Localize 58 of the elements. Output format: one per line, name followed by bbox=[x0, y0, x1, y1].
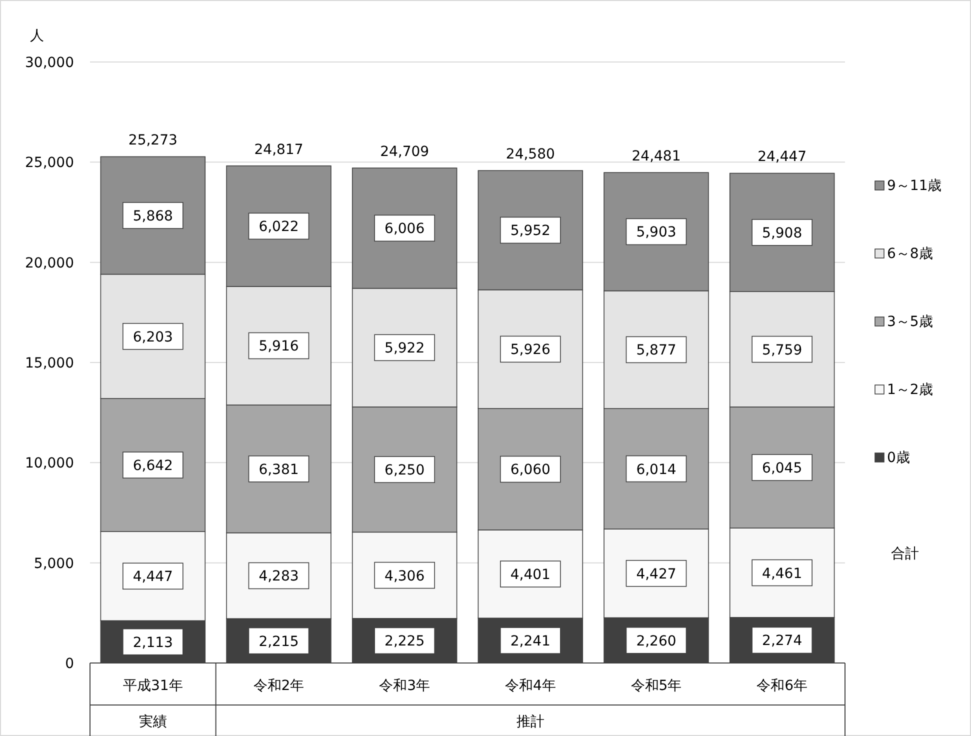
data-label: 6,022 bbox=[258, 219, 299, 236]
data-label: 6,006 bbox=[384, 221, 425, 238]
data-label: 5,877 bbox=[636, 342, 676, 359]
data-label: 5,926 bbox=[510, 342, 551, 358]
data-label: 2,260 bbox=[636, 633, 676, 650]
total-label: 24,817 bbox=[254, 142, 304, 158]
data-label: 2,215 bbox=[258, 634, 299, 650]
x-tick-label: 平成31年 bbox=[123, 678, 183, 694]
data-label: 5,759 bbox=[762, 342, 802, 358]
y-tick-label: 25,000 bbox=[25, 155, 74, 172]
x-tick-label: 令和4年 bbox=[504, 678, 556, 694]
data-label: 6,060 bbox=[510, 462, 550, 478]
x-tick-label: 令和3年 bbox=[379, 678, 430, 694]
total-label: 24,481 bbox=[632, 148, 681, 165]
y-tick-label: 5,000 bbox=[34, 556, 74, 572]
total-label: 24,709 bbox=[380, 144, 430, 160]
data-label: 2,274 bbox=[762, 633, 802, 650]
y-tick-label: 15,000 bbox=[25, 356, 74, 372]
data-label: 6,381 bbox=[258, 462, 299, 478]
data-label: 4,401 bbox=[510, 567, 550, 584]
data-label: 4,447 bbox=[132, 569, 173, 586]
text: 合計 bbox=[891, 546, 919, 562]
data-label: 5,908 bbox=[762, 225, 802, 242]
data-label: 4,461 bbox=[762, 566, 802, 582]
legend-label: 0歳 bbox=[887, 450, 910, 466]
data-label: 5,922 bbox=[384, 340, 425, 357]
y-tick-label: 10,000 bbox=[25, 456, 74, 472]
data-label: 6,642 bbox=[132, 458, 173, 474]
y-tick-label: 0 bbox=[65, 656, 74, 672]
data-label: 5,903 bbox=[636, 224, 676, 241]
y-axis-title: 人 bbox=[30, 28, 44, 44]
data-label: 4,283 bbox=[258, 568, 299, 585]
y-tick-label: 30,000 bbox=[25, 55, 74, 71]
legend-label: 9～11歳 bbox=[887, 178, 942, 194]
total-label: 24,447 bbox=[758, 149, 807, 166]
data-label: 5,952 bbox=[510, 223, 550, 240]
data-label: 2,241 bbox=[510, 634, 550, 650]
data-label: 5,916 bbox=[258, 338, 299, 355]
total-label: 24,580 bbox=[506, 146, 555, 163]
text: 推計 bbox=[516, 714, 544, 730]
data-label: 6,045 bbox=[762, 460, 802, 477]
x-tick-label: 令和5年 bbox=[630, 678, 682, 694]
legend-label: 3～5歳 bbox=[887, 314, 933, 330]
y-tick-label: 20,000 bbox=[25, 255, 74, 272]
data-label: 6,203 bbox=[132, 329, 173, 346]
data-label: 4,306 bbox=[384, 568, 425, 584]
data-label: 2,113 bbox=[132, 634, 173, 651]
legend-label: 6～8歳 bbox=[887, 246, 933, 262]
legend-label: 1～2歳 bbox=[887, 382, 933, 398]
data-label: 4,427 bbox=[636, 566, 676, 582]
data-label: 2,225 bbox=[384, 634, 425, 650]
x-tick-label: 令和2年 bbox=[253, 678, 304, 694]
total-label: 25,273 bbox=[128, 132, 178, 149]
data-label: 6,250 bbox=[384, 462, 425, 479]
text: 実績 bbox=[138, 714, 167, 730]
data-label: 6,014 bbox=[636, 462, 676, 478]
data-label: 5,868 bbox=[132, 208, 173, 224]
x-tick-label: 令和6年 bbox=[756, 678, 808, 694]
